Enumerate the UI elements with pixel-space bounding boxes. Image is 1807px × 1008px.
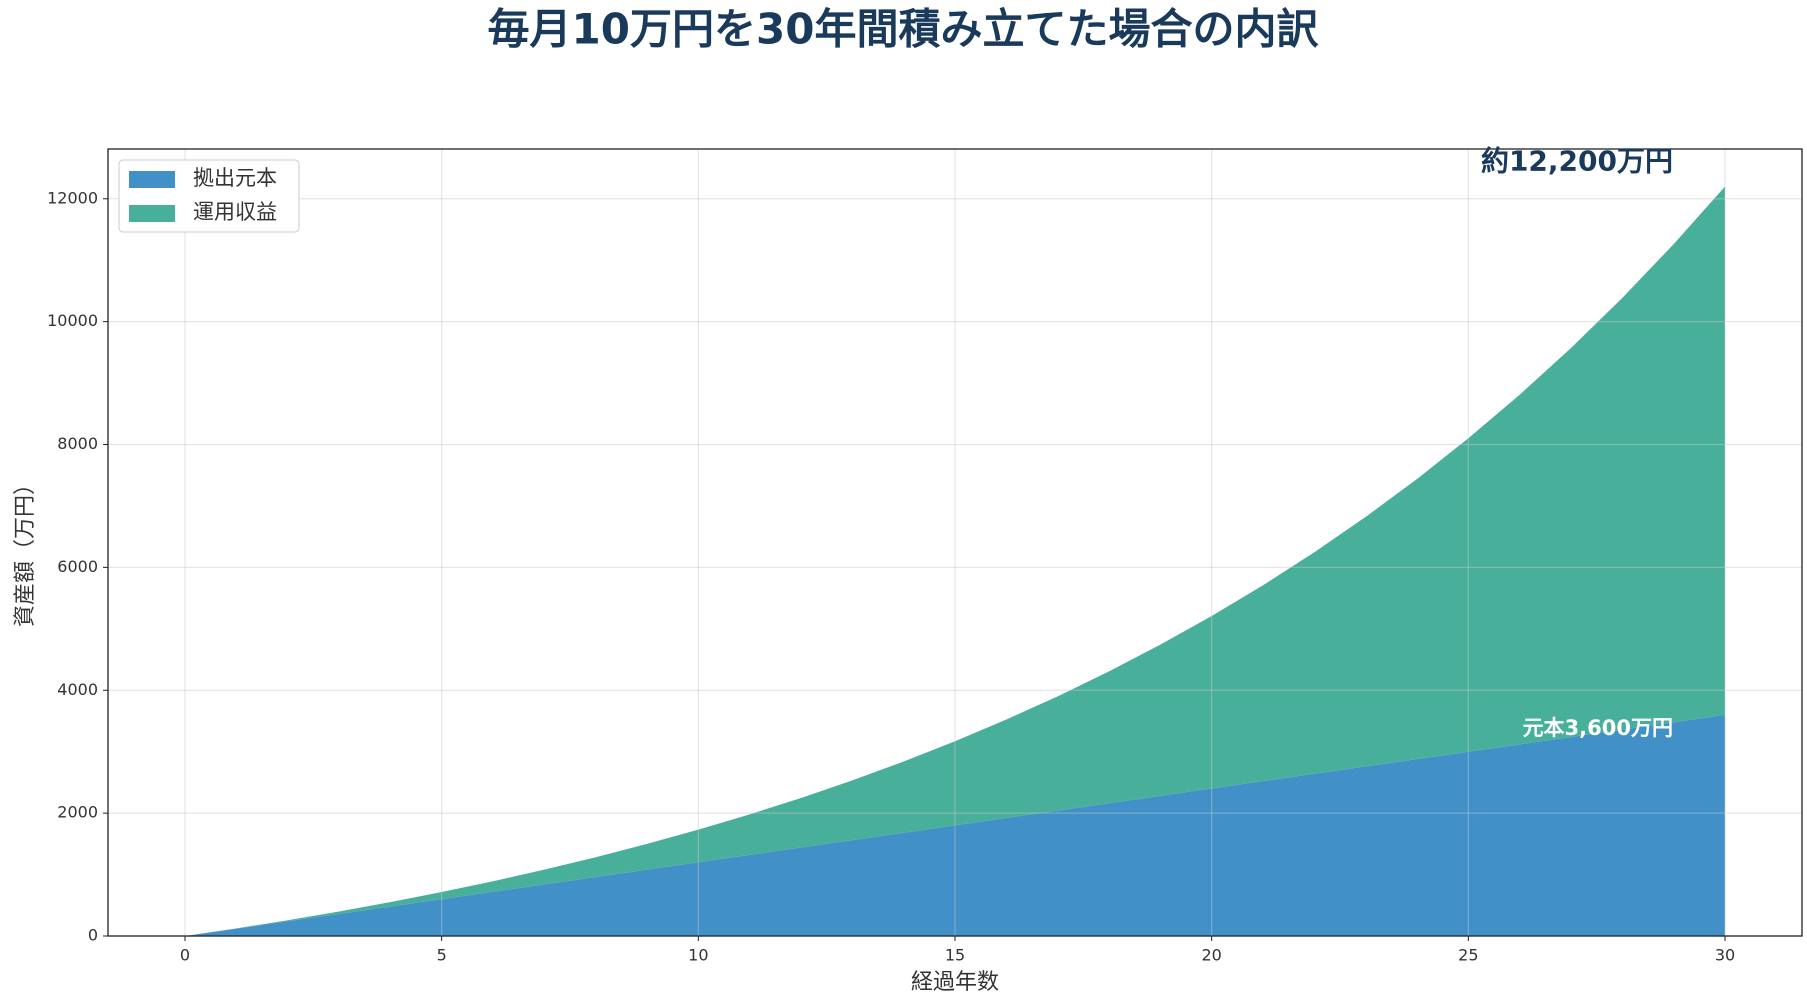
legend-label: 運用収益 [193, 200, 277, 224]
y-tick-label: 6000 [57, 557, 98, 576]
area [185, 186, 1725, 936]
chart-title: 毎月10万円を30年間積み立てた場合の内訳 [488, 5, 1320, 54]
legend-swatch [129, 205, 175, 222]
y-tick-label: 0 [88, 926, 98, 945]
x-tick-label: 10 [688, 946, 708, 965]
x-tick-label: 30 [1715, 946, 1735, 965]
x-tick-label: 5 [437, 946, 447, 965]
y-tick-label: 8000 [57, 434, 98, 453]
x-tick-label: 25 [1458, 946, 1478, 965]
x-tick-label: 15 [945, 946, 965, 965]
area [185, 714, 1725, 936]
y-tick-label: 2000 [57, 803, 98, 822]
y-axis-label: 資産額（万円） [13, 473, 38, 627]
x-tick-label: 20 [1201, 946, 1221, 965]
annotation: 約12,200万円 [1481, 144, 1673, 177]
legend-label: 拠出元本 [193, 166, 277, 190]
y-tick-label: 4000 [57, 680, 98, 699]
annotation: 元本3,600万円 [1523, 716, 1673, 740]
x-tick-label: 0 [180, 946, 190, 965]
y-tick-label: 10000 [47, 311, 98, 330]
y-tick-label: 12000 [47, 188, 98, 207]
x-axis-label: 経過年数 [911, 970, 999, 995]
legend-swatch [129, 171, 175, 188]
